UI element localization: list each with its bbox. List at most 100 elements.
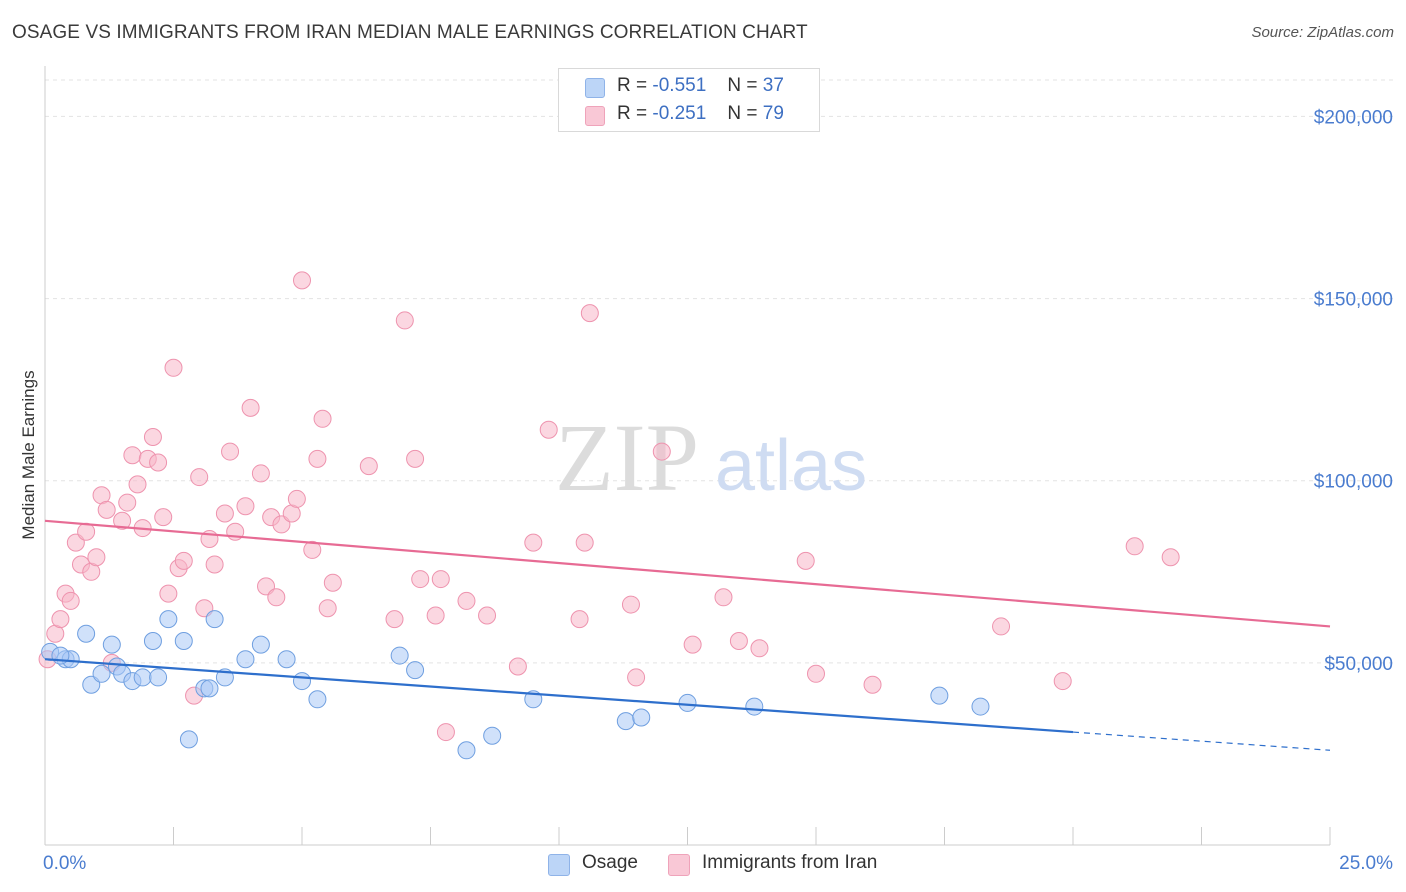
point-iran (77, 522, 96, 541)
source-label: Source: ZipAtlas.com (1251, 24, 1394, 41)
point-iran (154, 508, 173, 527)
correlation-legend: R = -0.551 N = 37 R = -0.251 N = 79 (558, 68, 820, 132)
watermark-atlas: atlas (715, 426, 867, 506)
point-iran (714, 588, 733, 607)
point-iran (1161, 548, 1180, 567)
point-iran (303, 540, 322, 559)
bottom-legend-swatch-osage (548, 854, 570, 876)
point-iran (241, 398, 260, 417)
legend-n-label: N = (727, 103, 758, 124)
y-tick-label: $150,000 (1314, 290, 1393, 311)
point-iran (128, 475, 147, 494)
point-osage (92, 664, 111, 683)
trend-line-osage-extension (1072, 731, 1331, 751)
point-iran (580, 304, 599, 323)
point-osage (179, 730, 198, 749)
point-iran (359, 457, 378, 476)
y-tick-label: $100,000 (1314, 472, 1393, 493)
point-iran (1125, 537, 1144, 556)
bottom-legend-label-iran: Immigrants from Iran (702, 852, 878, 873)
point-iran (539, 420, 558, 439)
trend-line-iran (44, 519, 1331, 628)
point-osage (174, 632, 193, 650)
legend-r-value-osage: -0.551 (652, 75, 707, 96)
series-osage-points (41, 610, 990, 760)
point-iran (215, 504, 234, 523)
point-iran (87, 548, 106, 567)
point-iran (621, 595, 640, 614)
point-osage (149, 668, 168, 687)
point-iran (729, 632, 748, 650)
legend-r-label: R = (617, 75, 648, 96)
point-iran (118, 493, 137, 512)
point-iran (992, 617, 1011, 636)
point-osage (745, 697, 764, 716)
point-osage (971, 697, 990, 716)
point-iran (807, 664, 825, 683)
point-iran (652, 442, 671, 461)
point-osage (251, 635, 270, 654)
chart-title: OSAGE VS IMMIGRANTS FROM IRAN MEDIAN MAL… (12, 22, 808, 43)
trend-line-osage (44, 658, 1074, 734)
point-iran (149, 453, 168, 472)
point-osage (632, 708, 651, 727)
y-tick-label: $50,000 (1324, 654, 1393, 675)
point-iran (457, 591, 476, 610)
point-iran (796, 551, 815, 570)
point-iran (683, 635, 702, 654)
point-osage (293, 672, 311, 691)
point-iran (431, 570, 450, 589)
x-tick-label: 25.0% (1339, 853, 1393, 874)
point-iran (575, 533, 594, 552)
point-osage (483, 726, 502, 745)
point-iran (750, 639, 769, 658)
legend-r-label: R = (617, 103, 648, 124)
point-osage (390, 646, 409, 665)
point-iran (318, 599, 337, 618)
point-iran (395, 311, 414, 330)
point-osage (678, 693, 697, 712)
bottom-legend-swatch-iran (668, 854, 690, 876)
point-osage (102, 635, 121, 654)
x-tick-labels: 0.0% 25.0% (43, 853, 1393, 874)
point-osage (308, 690, 327, 709)
trend-lines (44, 519, 1331, 751)
point-iran (524, 533, 543, 552)
point-iran (267, 588, 286, 607)
point-iran (164, 358, 183, 377)
series-iran-points (38, 271, 1180, 742)
legend-n-value-iran: 79 (762, 103, 784, 124)
point-iran (221, 442, 240, 461)
point-iran (123, 446, 142, 465)
point-osage (143, 632, 162, 650)
point-iran (436, 723, 455, 742)
watermark-zip: ZIP (555, 404, 699, 511)
point-iran (236, 497, 255, 516)
point-osage (457, 741, 476, 760)
legend-n-label: N = (727, 75, 758, 96)
legend-n-value-osage: 37 (762, 75, 784, 96)
point-iran (143, 428, 162, 446)
point-iran (478, 606, 497, 625)
point-iran (1053, 672, 1072, 691)
point-osage (133, 668, 152, 687)
point-iran (174, 551, 193, 570)
point-iran (508, 657, 527, 676)
x-tick-label: 0.0% (43, 853, 86, 874)
point-iran (426, 606, 445, 625)
point-iran (308, 449, 327, 468)
point-iran (313, 409, 332, 428)
legend-swatch-iran (585, 106, 605, 126)
point-iran (385, 610, 404, 629)
point-iran (627, 668, 646, 687)
point-iran (323, 573, 342, 592)
point-iran (190, 468, 209, 487)
point-osage (77, 624, 96, 643)
point-osage (200, 679, 219, 698)
y-tick-labels: $50,000 $100,000 $150,000 $200,000 (1314, 107, 1393, 674)
point-osage (930, 686, 949, 705)
point-iran (61, 591, 80, 610)
point-iran (570, 610, 589, 629)
point-osage (616, 712, 635, 731)
axes (44, 66, 1331, 846)
